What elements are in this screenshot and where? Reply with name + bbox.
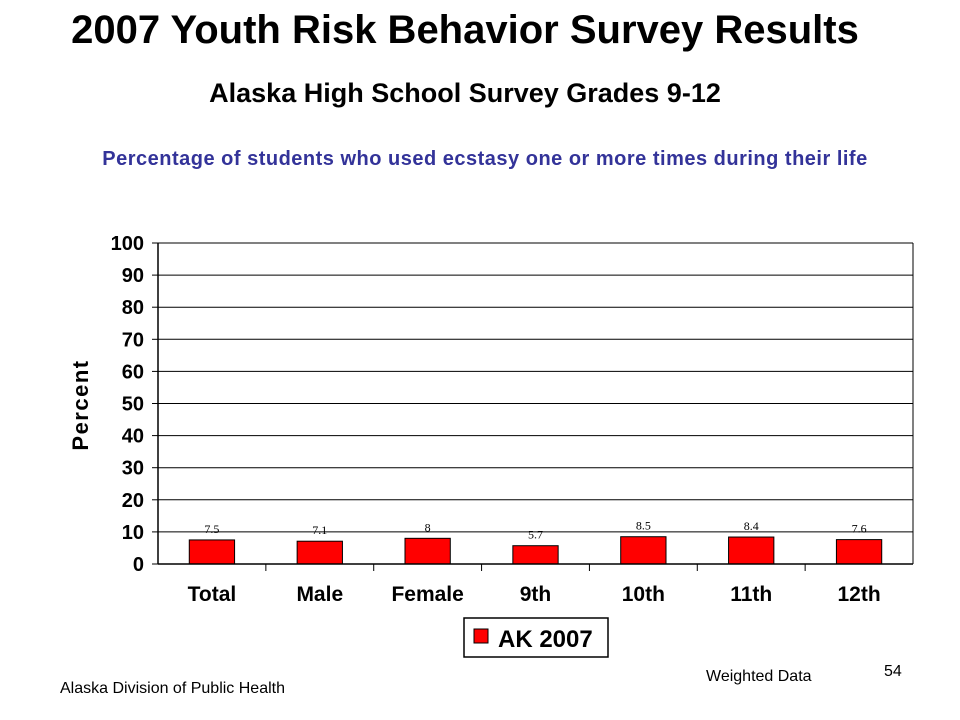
- y-tick-label: 10: [122, 522, 144, 544]
- x-tick-label: 11th: [730, 583, 772, 606]
- chart-title: Percentage of students who used ecstasy …: [102, 148, 868, 170]
- y-tick-label: 90: [122, 265, 144, 287]
- y-tick-label: 50: [122, 394, 144, 416]
- data-label: 7.5: [204, 522, 219, 536]
- x-tick-label: Female: [391, 583, 463, 606]
- y-tick-label: 100: [111, 233, 144, 255]
- bar-female: [404, 537, 451, 565]
- bar-10th: [620, 536, 667, 565]
- x-tick-label: Total: [188, 583, 237, 606]
- data-label: 8.4: [744, 519, 759, 533]
- data-label: 8: [425, 520, 431, 534]
- y-tick-label: 70: [122, 329, 144, 351]
- footer-source: Alaska Division of Public Health: [60, 680, 285, 697]
- page-subtitle: Alaska High School Survey Grades 9-12: [209, 78, 721, 108]
- x-tick-label: 10th: [622, 583, 665, 606]
- y-tick-label: 80: [122, 297, 144, 319]
- bar-9th: [512, 545, 559, 565]
- data-label: 5.7: [528, 528, 543, 542]
- y-tick-label: 20: [122, 490, 144, 512]
- y-tick-label: 30: [122, 458, 144, 480]
- bar-total: [188, 539, 236, 565]
- y-tick-label: 60: [122, 361, 144, 383]
- page-number: 54: [884, 663, 902, 680]
- data-label: 7.1: [312, 523, 327, 537]
- y-axis-label: Percent: [68, 359, 93, 450]
- legend: AK 2007: [463, 617, 609, 658]
- bar-male: [296, 540, 343, 565]
- page-title: 2007 Youth Risk Behavior Survey Results: [71, 8, 859, 52]
- legend-swatch: [473, 628, 489, 644]
- data-label: 7.6: [852, 522, 867, 536]
- y-tick-label: 40: [122, 426, 144, 448]
- legend-label: AK 2007: [498, 626, 593, 653]
- x-tick-label: Male: [296, 583, 343, 606]
- footer-weighted-note: Weighted Data: [706, 668, 812, 685]
- x-tick-label: 12th: [837, 583, 880, 606]
- y-tick-label: 0: [133, 554, 144, 576]
- x-tick-label: 9th: [520, 583, 552, 606]
- bar-11th: [728, 536, 775, 565]
- bar-12th: [835, 539, 883, 565]
- data-label: 8.5: [636, 519, 651, 533]
